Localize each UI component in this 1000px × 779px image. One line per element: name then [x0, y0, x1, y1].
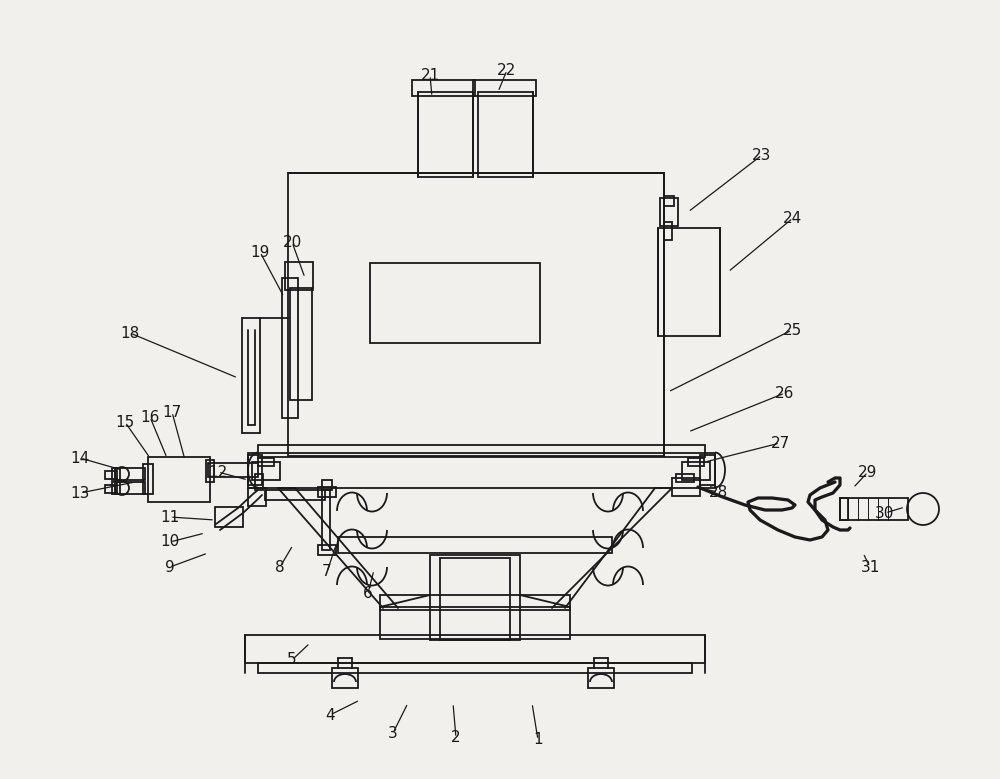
Bar: [215, 507, 243, 527]
Bar: [473, 80, 536, 96]
Bar: [338, 537, 612, 553]
Text: 8: 8: [275, 559, 285, 574]
Text: 6: 6: [363, 586, 373, 601]
Bar: [206, 460, 214, 482]
Bar: [658, 228, 720, 336]
Bar: [282, 278, 298, 418]
Bar: [112, 468, 120, 480]
Bar: [248, 488, 266, 506]
Text: 23: 23: [752, 147, 772, 163]
Text: 2: 2: [451, 731, 461, 746]
Text: 3: 3: [388, 725, 398, 741]
Bar: [258, 458, 274, 466]
Text: 31: 31: [860, 559, 880, 574]
Bar: [380, 595, 570, 610]
Text: 19: 19: [250, 245, 270, 259]
Bar: [322, 490, 330, 550]
Bar: [478, 92, 533, 177]
Text: 12: 12: [208, 464, 228, 480]
Bar: [332, 668, 358, 688]
Text: 26: 26: [775, 386, 795, 400]
Text: 27: 27: [770, 435, 790, 450]
Text: 18: 18: [120, 326, 140, 340]
Text: 24: 24: [783, 210, 803, 225]
Text: 14: 14: [70, 450, 90, 466]
Bar: [208, 463, 258, 477]
Text: 10: 10: [160, 534, 180, 549]
Text: 5: 5: [287, 653, 297, 668]
Bar: [112, 482, 120, 494]
Text: 15: 15: [115, 414, 135, 429]
Bar: [664, 196, 674, 206]
Bar: [255, 474, 263, 490]
Bar: [105, 485, 117, 493]
Bar: [318, 545, 336, 555]
Text: 9: 9: [165, 559, 175, 574]
Bar: [430, 555, 520, 640]
Bar: [588, 668, 614, 688]
Bar: [143, 464, 153, 494]
Bar: [148, 457, 210, 502]
Text: 7: 7: [322, 565, 332, 580]
Text: 4: 4: [325, 707, 335, 722]
Bar: [248, 453, 715, 488]
Text: 20: 20: [282, 234, 302, 249]
Bar: [700, 455, 715, 485]
Bar: [688, 458, 704, 466]
Bar: [840, 498, 848, 520]
Text: 28: 28: [708, 485, 728, 499]
Bar: [370, 263, 540, 343]
Bar: [664, 222, 672, 240]
Bar: [288, 173, 664, 456]
Text: 16: 16: [140, 410, 160, 425]
Text: 21: 21: [420, 68, 440, 83]
Bar: [258, 445, 705, 457]
Bar: [676, 474, 694, 482]
Text: 22: 22: [497, 62, 517, 77]
Text: 17: 17: [162, 404, 182, 420]
Bar: [672, 478, 700, 496]
Bar: [252, 462, 280, 480]
Bar: [245, 635, 705, 663]
Bar: [322, 480, 332, 490]
Text: 25: 25: [782, 323, 802, 337]
Bar: [318, 487, 336, 497]
Bar: [840, 498, 908, 520]
Bar: [265, 490, 325, 500]
Text: 29: 29: [858, 464, 878, 480]
Bar: [290, 288, 312, 400]
Bar: [660, 198, 678, 226]
Bar: [248, 455, 262, 485]
Text: 30: 30: [875, 506, 895, 520]
Bar: [412, 80, 475, 96]
Bar: [440, 558, 510, 640]
Bar: [115, 468, 145, 480]
Text: 11: 11: [160, 509, 180, 524]
Bar: [380, 607, 570, 639]
Bar: [682, 462, 710, 480]
Text: 1: 1: [533, 732, 543, 748]
Bar: [105, 471, 117, 479]
Text: 13: 13: [70, 485, 90, 500]
Bar: [115, 482, 145, 494]
Bar: [285, 262, 313, 290]
Bar: [258, 663, 692, 673]
Bar: [418, 92, 473, 177]
